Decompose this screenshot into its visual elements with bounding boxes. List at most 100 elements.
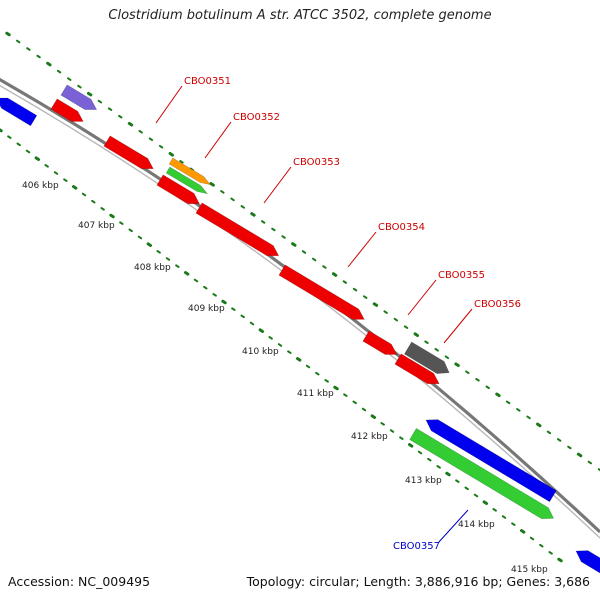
- gene-arrow-cbo0355: [362, 330, 398, 355]
- inner-tick-42: [389, 429, 395, 433]
- inner-tick-40: [370, 414, 377, 419]
- outer-tick-13: [138, 129, 143, 134]
- outer-tick-9: [97, 99, 103, 104]
- inner-tick-12: [109, 213, 115, 219]
- inner-tick-35: [324, 379, 329, 383]
- gene-arrow-cbo0352: [156, 174, 200, 204]
- outer-tick-47: [485, 385, 490, 390]
- outer-tick-39: [403, 325, 409, 329]
- outer-tick-33: [342, 280, 348, 284]
- inner-tick-52: [482, 500, 489, 505]
- outer-tick-58: [597, 468, 600, 472]
- outer-tick-29: [301, 250, 307, 254]
- inner-tick-29: [268, 336, 273, 340]
- inner-tick-31: [287, 350, 292, 354]
- inner-tick-15: [137, 235, 143, 240]
- gene-label-cbo0355: CBO0355: [438, 270, 485, 281]
- gene-label-cbo0357: CBO0357: [393, 541, 440, 552]
- gene-label-cbo0352: CBO0352: [233, 112, 280, 123]
- outer-tick-1: [16, 39, 21, 44]
- outer-tick-57: [587, 460, 592, 465]
- outer-tick-30: [312, 257, 317, 262]
- orange-feature-arrow: [168, 157, 212, 186]
- inner-tick-22: [203, 285, 208, 290]
- inner-tick-50: [464, 486, 469, 491]
- scale-label-2: 407 kbp: [78, 221, 115, 231]
- inner-tick-18: [165, 257, 171, 261]
- outer-tick-49: [505, 400, 511, 405]
- inner-tick-39: [361, 407, 367, 412]
- outer-tick-17: [179, 159, 184, 164]
- outer-tick-56: [576, 452, 583, 458]
- inner-tick-56: [519, 529, 526, 534]
- inner-tick-1: [7, 135, 12, 139]
- outer-tick-20: [209, 182, 215, 187]
- inner-tick-20: [183, 271, 190, 276]
- gene-label-cbo0353: CBO0353: [293, 157, 340, 168]
- scale-label-8: 413 kbp: [405, 476, 442, 486]
- map-title: Clostridium botulinum A str. ATCC 3502, …: [108, 8, 492, 23]
- outer-tick-50: [516, 408, 521, 412]
- inner-tick-11: [100, 207, 105, 211]
- inner-tick-0: [0, 128, 3, 133]
- outer-tick-46: [475, 377, 480, 382]
- inner-tick-24: [221, 299, 227, 305]
- outer-tick-48: [495, 392, 501, 398]
- scale-label-1: 406 kbp: [22, 181, 59, 191]
- outer-tick-16: [168, 151, 175, 157]
- outer-tick-22: [230, 197, 235, 202]
- outer-tick-23: [240, 205, 245, 209]
- inner-tick-36: [333, 385, 339, 391]
- outer-tick-15: [158, 144, 164, 149]
- inner-tick-43: [399, 436, 404, 440]
- topology-text: Topology: circular; Length: 3,886,916 bp…: [246, 574, 590, 589]
- inner-tick-28: [258, 328, 265, 333]
- leader-line-cbo0357: [437, 509, 469, 544]
- gene-arrow-cbo0351: [103, 135, 154, 170]
- scale-label-6: 411 kbp: [297, 389, 334, 399]
- outer-tick-8: [86, 91, 93, 97]
- outer-tick-53: [546, 430, 552, 435]
- accession-text: Accession: NC_009495: [8, 574, 151, 589]
- gene-arrow-cbo0353: [195, 202, 280, 257]
- outer-tick-31: [322, 265, 327, 269]
- inner-tick-44: [407, 443, 414, 448]
- inner-tick-53: [492, 508, 497, 512]
- outer-tick-28: [291, 242, 297, 247]
- inner-tick-23: [212, 293, 217, 297]
- leader-line-cbo0353: [263, 166, 292, 204]
- inner-tick-33: [305, 364, 311, 369]
- inner-tick-16: [146, 242, 153, 247]
- inner-tick-14: [128, 228, 133, 233]
- inner-tick-19: [175, 264, 180, 268]
- inner-tick-2: [16, 142, 21, 147]
- leader-line-cbo0352: [204, 121, 232, 159]
- outer-tick-7: [77, 84, 82, 89]
- inner-tick-47: [436, 465, 441, 469]
- inner-tick-27: [249, 321, 255, 326]
- outer-tick-6: [67, 77, 72, 81]
- outer-tick-37: [383, 310, 388, 314]
- outer-tick-27: [281, 235, 286, 239]
- outer-tick-25: [260, 220, 266, 224]
- outer-tick-43: [444, 355, 450, 360]
- outer-tick-21: [220, 190, 225, 194]
- inner-tick-10: [91, 199, 96, 204]
- inner-tick-58: [539, 543, 544, 548]
- inner-tick-34: [315, 371, 320, 376]
- outer-tick-45: [465, 370, 470, 375]
- gene-arrow-cbo0356: [394, 353, 440, 385]
- outer-tick-55: [567, 445, 572, 450]
- outer-tick-42: [434, 347, 439, 352]
- gene-arrow-cbo0350: [50, 98, 84, 122]
- blue-gene-arrow-long: [425, 419, 557, 503]
- outer-tick-12: [127, 121, 134, 127]
- outer-tick-24: [250, 212, 256, 217]
- scale-label-5: 410 kbp: [242, 347, 279, 357]
- outer-tick-38: [393, 317, 399, 322]
- inner-tick-45: [417, 450, 423, 455]
- leader-line-cbo0355: [407, 279, 437, 316]
- inner-tick-38: [352, 400, 357, 405]
- inner-tick-51: [473, 493, 479, 498]
